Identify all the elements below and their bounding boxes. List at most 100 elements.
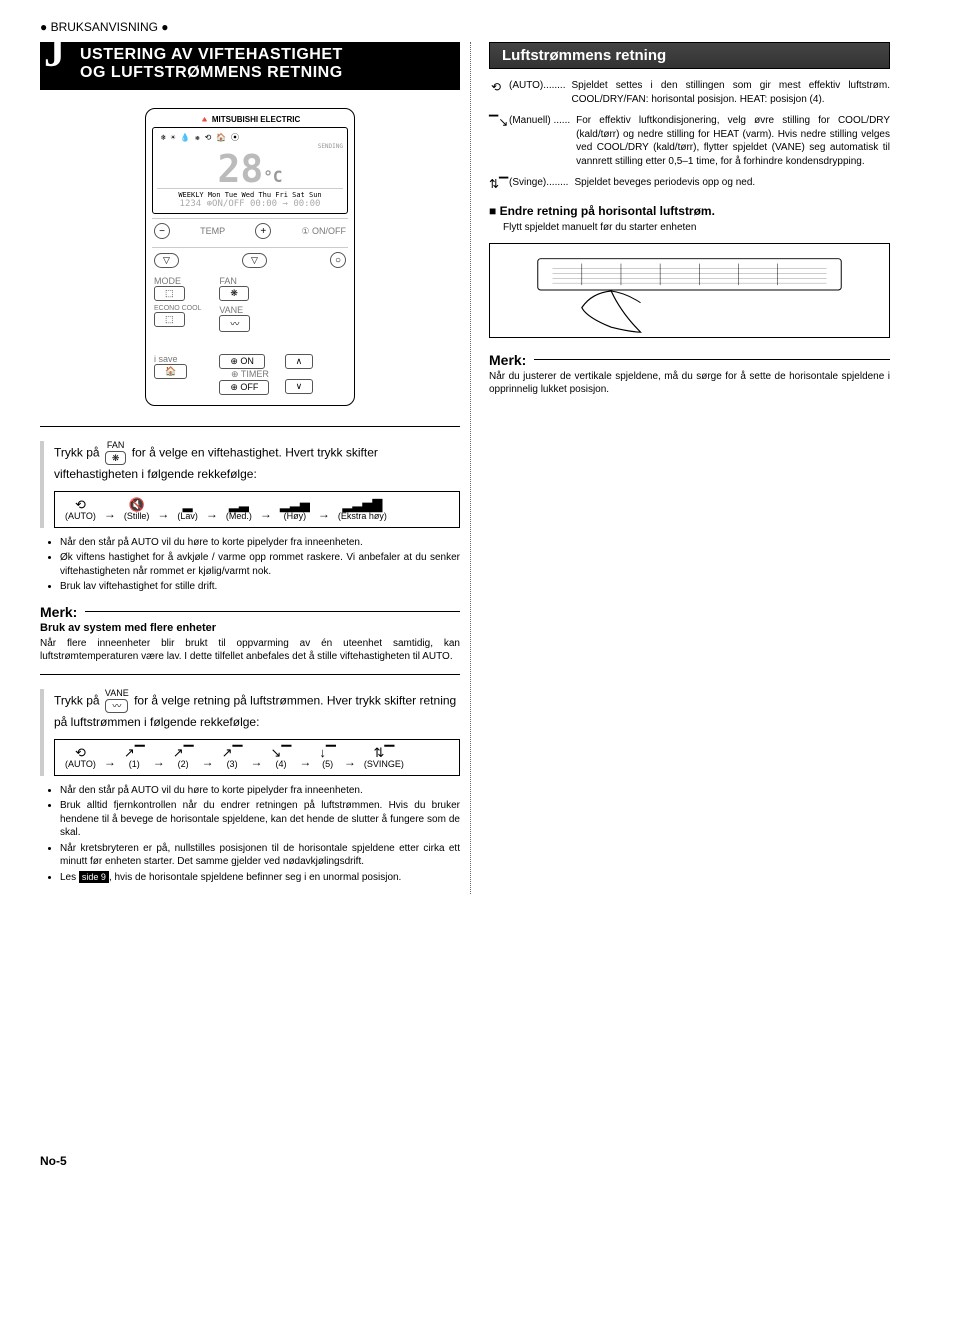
sequence-icon: ▂▃▅ <box>280 498 310 511</box>
sequence-icon: ↘▔ <box>271 746 292 759</box>
isave-label: i save <box>154 354 215 364</box>
up-button[interactable]: ∧ <box>285 354 314 369</box>
list-item: Les side 9, hvis de horisontale spjelden… <box>60 871 460 885</box>
merk-title-2: Merk: <box>489 352 526 368</box>
fan-label: FAN <box>219 276 280 286</box>
list-item: Når den står på AUTO vil du høre to kort… <box>60 536 460 550</box>
airflow-description-row: ⟲(AUTO)........Spjeldet settes i den sti… <box>489 79 890 106</box>
vane-inline-button[interactable]: 〰 <box>105 699 128 714</box>
lcd-timer-row: 1234 ⊕ON/OFF 00:00 → 00:00 <box>157 199 343 209</box>
isave-button[interactable]: 🏠 <box>154 364 187 379</box>
sequence-icon: ↗▔ <box>222 746 243 759</box>
sequence-item: ↘▔(4) <box>271 746 292 769</box>
right-column: Luftstrømmens retning ⟲(AUTO)........Spj… <box>470 42 890 894</box>
vane-adjust-illustration <box>489 243 890 338</box>
sequence-label: (AUTO) <box>65 759 96 769</box>
econo-button[interactable]: ⬚ <box>154 312 185 327</box>
sequence-icon: 🔇 <box>124 498 150 511</box>
temp-label: TEMP <box>200 226 225 236</box>
airflow-mode-text: Spjeldet settes i den stillingen som gir… <box>571 79 890 106</box>
remote-brand: 🔺 MITSUBISHI ELECTRIC <box>152 115 348 124</box>
vane-label: VANE <box>219 305 280 315</box>
econo-label: ECONO COOL <box>154 305 215 312</box>
airflow-mode-icon: ⇅▔ <box>489 176 503 192</box>
sequence-arrow-icon: → <box>251 755 263 769</box>
vane-step: Trykk på VANE 〰 for å velge retning på l… <box>40 689 460 776</box>
sequence-icon: ↓▔ <box>319 746 336 759</box>
sequence-icon: ↗▔ <box>173 746 194 759</box>
sequence-icon: ⟲ <box>65 746 96 759</box>
remote-control-illustration: 🔺 MITSUBISHI ELECTRIC ❄ ☀ 💧 ❋ ⟲ 🏠 ⦿ SEND… <box>145 108 355 406</box>
list-item: Bruk alltid fjernkontrollen når du endre… <box>60 799 460 840</box>
remote-lcd: ❄ ☀ 💧 ❋ ⟲ 🏠 ⦿ SENDING 28°C WEEKLY Mon Tu… <box>152 127 348 214</box>
sequence-label: (2) <box>178 759 189 769</box>
airflow-mode-text: For effektiv luftkondisjonering, velg øv… <box>576 114 890 168</box>
sequence-arrow-icon: → <box>260 507 272 521</box>
sequence-arrow-icon: → <box>318 507 330 521</box>
onoff-label: ① ON/OFF <box>301 226 346 237</box>
list-item: Når den står på AUTO vil du høre to kort… <box>60 784 460 798</box>
airflow-description-row: ▔↘(Manuell) ......For effektiv luftkondi… <box>489 114 890 168</box>
mode-button[interactable]: ⬚ <box>154 286 185 301</box>
title-line2: OG LUFTSTRØMMENS RETNING <box>80 64 450 82</box>
vane-button[interactable]: 〰 <box>219 315 250 332</box>
list-item: Øk viftens hastighet for å avkjøle / var… <box>60 551 460 578</box>
fan-button[interactable]: ❋ <box>219 286 249 301</box>
sequence-item: ⇅▔(SVINGE) <box>364 746 404 769</box>
sequence-item: ↗▔(1) <box>124 746 145 769</box>
sequence-arrow-icon: → <box>344 755 356 769</box>
on-timer-button[interactable]: ⊕ ON <box>219 354 265 369</box>
fan-step-text-1: Trykk på <box>54 446 103 460</box>
page-reference-badge: side 9 <box>79 871 109 883</box>
title-initial-letter: J <box>44 32 65 74</box>
sequence-icon: ↗▔ <box>124 746 145 759</box>
sequence-item: 🔇(Stille) <box>124 498 150 521</box>
vane-bullets: Når den står på AUTO vil du høre to kort… <box>40 784 460 885</box>
sequence-label: (Høy) <box>284 511 307 521</box>
merk1-body: Når flere inneenheter blir brukt til opp… <box>40 637 460 664</box>
sequence-arrow-icon: → <box>202 755 214 769</box>
sequence-label: (Ekstra høy) <box>338 511 387 521</box>
sequence-label: (SVINGE) <box>364 759 404 769</box>
merk-line-2: Merk: <box>489 352 890 368</box>
nav-left-button[interactable]: ▽ <box>154 253 179 268</box>
sequence-arrow-icon: → <box>299 755 311 769</box>
list-item: Når kretsbryteren er på, nullstilles pos… <box>60 842 460 869</box>
sequence-label: (1) <box>129 759 140 769</box>
airflow-mode-label: (Manuell) ...... <box>509 114 570 168</box>
right-title: Luftstrømmens retning <box>489 42 890 69</box>
sequence-icon: ⟲ <box>65 498 96 511</box>
off-timer-button[interactable]: ⊕ OFF <box>219 380 269 395</box>
main-title: J USTERING AV VIFTEHASTIGHET OG LUFTSTRØ… <box>40 42 460 90</box>
sequence-arrow-icon: → <box>104 507 116 521</box>
lcd-temp: 28°C <box>157 150 343 188</box>
sequence-item: ⟲(AUTO) <box>65 746 96 769</box>
sequence-icon: ⇅▔ <box>364 746 404 759</box>
down-button[interactable]: ∨ <box>285 379 314 394</box>
sequence-arrow-icon: → <box>206 507 218 521</box>
temp-down-button[interactable]: − <box>154 223 170 239</box>
sequence-label: (AUTO) <box>65 511 96 521</box>
sequence-arrow-icon: → <box>157 507 169 521</box>
lcd-mode-icons: ❄ ☀ 💧 ❋ ⟲ 🏠 ⦿ <box>157 132 343 143</box>
sequence-item: ▂(Lav) <box>177 498 198 521</box>
page-header: ● BRUKSANVISNING ● <box>40 20 920 34</box>
timer-label: ⊕ TIMER <box>219 369 280 380</box>
nav-right-button[interactable]: ▽ <box>242 253 267 268</box>
vane-sequence-box: ⟲(AUTO)→↗▔(1)→↗▔(2)→↗▔(3)→↘▔(4)→↓▔(5)→⇅▔… <box>54 739 460 776</box>
vane-step-text-1: Trykk på <box>54 694 103 708</box>
airflow-mode-icon: ⟲ <box>489 79 503 106</box>
fan-inline-button[interactable]: ❋ <box>105 451 127 466</box>
airflow-mode-label: (AUTO)........ <box>509 79 565 106</box>
airflow-description-row: ⇅▔(Svinge)........Spjeldet beveges perio… <box>489 176 890 192</box>
sequence-item: ▂▃▅▇(Ekstra høy) <box>338 498 387 521</box>
vane-inline-label: VANE <box>105 689 129 697</box>
merk-title-1: Merk: <box>40 604 77 620</box>
airflow-mode-label: (Svinge)........ <box>509 176 568 192</box>
sequence-icon: ▂ <box>177 498 198 511</box>
temp-up-button[interactable]: + <box>255 223 271 239</box>
power-button[interactable]: ○ <box>330 252 346 268</box>
sequence-icon: ▂▃ <box>226 498 252 511</box>
sequence-item: ↓▔(5) <box>319 746 336 769</box>
mode-label: MODE <box>154 276 215 286</box>
